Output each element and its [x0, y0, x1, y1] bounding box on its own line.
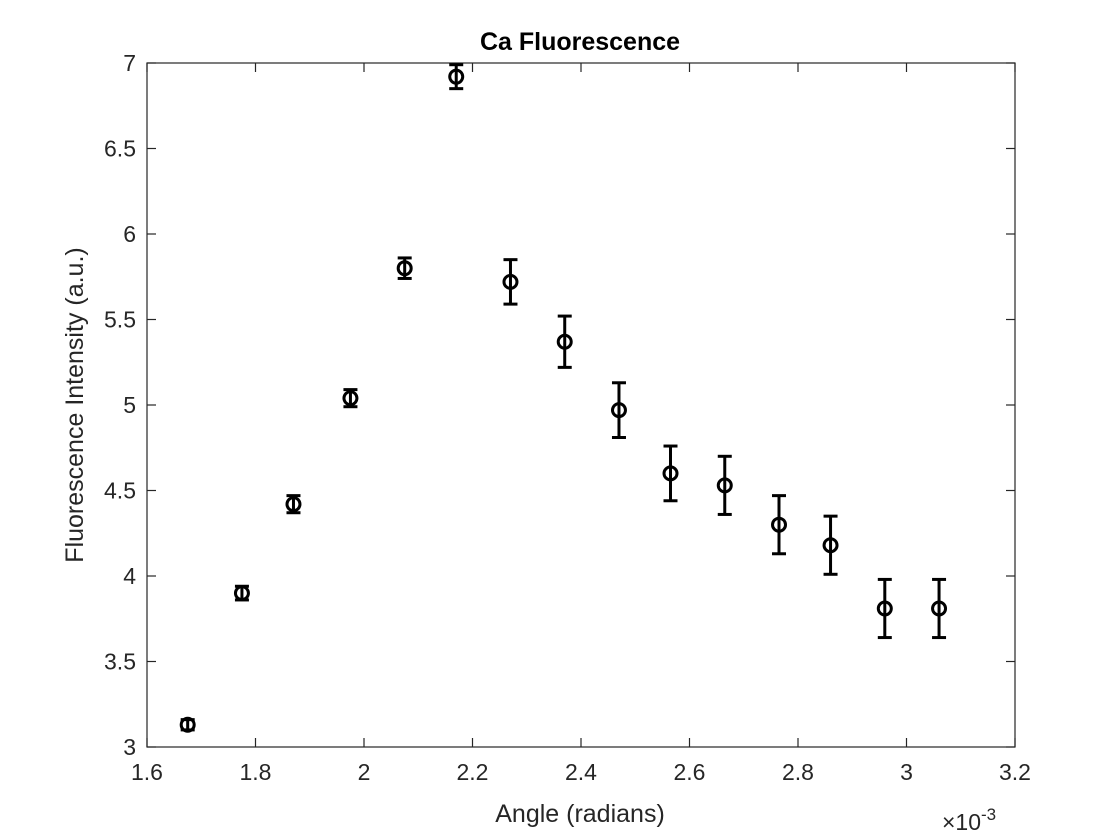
- x-tick-label: 2.8: [782, 759, 814, 785]
- data-point: [396, 256, 413, 280]
- data-point: [179, 716, 196, 733]
- y-tick-label: 4.5: [104, 478, 136, 504]
- x-axis-multiplier: ×10-3: [942, 805, 996, 835]
- x-axis-label: Angle (radians): [495, 800, 665, 828]
- x-tick-label: 3: [900, 759, 913, 785]
- x-axis-multiplier-exponent: -3: [981, 805, 996, 824]
- data-point: [716, 454, 733, 516]
- y-tick-label: 5: [123, 392, 136, 418]
- data-point: [822, 514, 839, 576]
- point-marker: [931, 600, 948, 617]
- point-marker: [396, 260, 413, 277]
- point-marker: [716, 477, 733, 494]
- data-point: [662, 444, 679, 503]
- x-tick-label: 1.8: [240, 759, 272, 785]
- point-marker: [822, 537, 839, 554]
- data-point: [556, 314, 573, 369]
- y-tick-label: 4: [123, 563, 136, 589]
- point-marker: [448, 68, 465, 85]
- x-tick-label: 2.2: [457, 759, 489, 785]
- y-tick-label: 3.5: [104, 649, 136, 675]
- point-marker: [285, 496, 302, 513]
- data-point: [448, 63, 465, 91]
- y-axis-label: Fluorescence Intensity (a.u.): [61, 247, 89, 562]
- x-tick-label: 3.2: [999, 759, 1031, 785]
- x-tick-label: 2.4: [565, 759, 597, 785]
- y-tick-label: 6: [123, 221, 136, 247]
- point-marker: [662, 465, 679, 482]
- x-tick-label: 2: [358, 759, 371, 785]
- point-marker: [610, 402, 627, 419]
- data-point: [610, 381, 627, 439]
- data-point: [771, 494, 788, 556]
- y-tick-label: 6.5: [104, 136, 136, 162]
- point-marker: [233, 585, 250, 602]
- point-marker: [179, 716, 196, 733]
- data-point: [233, 584, 250, 602]
- point-marker: [342, 390, 359, 407]
- plot-area: [147, 63, 1015, 747]
- data-point: [285, 494, 302, 515]
- y-tick-label: 3: [123, 734, 136, 760]
- chart-title: Ca Fluorescence: [480, 28, 680, 56]
- y-tick-label: 7: [123, 50, 136, 76]
- point-marker: [771, 516, 788, 533]
- x-tick-label: 2.6: [674, 759, 706, 785]
- point-marker: [502, 273, 519, 290]
- data-point: [876, 577, 893, 640]
- plot-frame: [146, 62, 1016, 748]
- point-marker: [876, 600, 893, 617]
- point-marker: [556, 333, 573, 350]
- x-tick-label: 1.6: [131, 759, 163, 785]
- data-point: [502, 258, 519, 306]
- data-point: [342, 388, 359, 409]
- data-point: [931, 577, 948, 640]
- y-tick-label: 5.5: [104, 307, 136, 333]
- x-axis-multiplier-base: ×10: [942, 809, 981, 835]
